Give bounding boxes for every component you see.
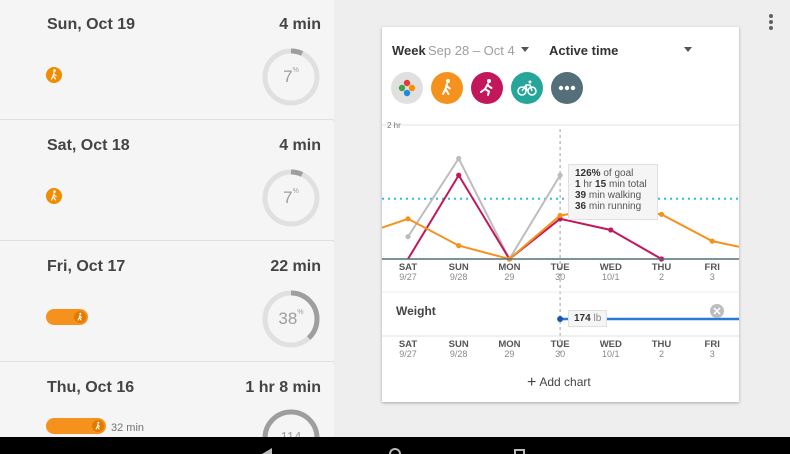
data-point: [557, 172, 563, 178]
x-tick-label: FRI: [705, 262, 720, 273]
x-tick-label: 3: [710, 272, 715, 282]
colored-dots-icon: [398, 79, 416, 97]
data-point: [456, 155, 462, 162]
goal-percent: 38%: [278, 309, 304, 328]
data-point: [557, 212, 563, 219]
goal-ring: [262, 290, 320, 348]
day-date: Fri, Oct 17: [47, 258, 126, 275]
weight-label: Weight: [396, 304, 436, 318]
running-icon: [480, 79, 493, 96]
x-tick-label: 30: [555, 272, 565, 282]
goal-percent: 7%: [283, 67, 299, 86]
x-tick-label: 9/27: [399, 349, 417, 359]
walking-bar: [46, 309, 88, 325]
x-tick-label: SAT: [399, 339, 417, 350]
data-point: [456, 243, 462, 249]
navigation-bar: [0, 437, 790, 454]
walking-icon: [46, 188, 62, 204]
metric-selector[interactable]: Active time: [549, 43, 619, 58]
data-point: [405, 234, 411, 240]
home-icon[interactable]: [389, 448, 401, 454]
day-total: 4 min: [279, 137, 321, 154]
filter-more[interactable]: [551, 72, 583, 104]
data-point: [456, 172, 462, 178]
x-tick-label: 29: [504, 349, 514, 359]
x-tick-label: 9/27: [399, 272, 417, 282]
plus-icon: +: [527, 374, 537, 391]
x-tick-label: 2: [659, 272, 664, 282]
goal-ring: [262, 409, 320, 437]
day-total: 4 min: [279, 16, 321, 33]
walking-bar: [46, 418, 106, 434]
back-icon[interactable]: [262, 448, 272, 454]
y-axis-label: 2 hr: [387, 121, 401, 130]
x-tick-label: SUN: [449, 339, 469, 350]
close-icon-cross: [713, 307, 721, 315]
day-date: Sun, Oct 19: [47, 16, 136, 33]
overflow-menu-icon[interactable]: [766, 14, 776, 32]
day-date: Thu, Oct 16: [47, 379, 135, 396]
chevron-down-icon[interactable]: [521, 47, 529, 52]
filter-running[interactable]: [471, 72, 503, 104]
x-tick-label: FRI: [705, 339, 720, 350]
x-tick-label: 10/1: [602, 272, 620, 282]
weight-point: [557, 316, 564, 322]
x-tick-label: MON: [498, 339, 520, 350]
x-tick-label: THU: [652, 262, 672, 273]
data-point: [709, 238, 715, 244]
walking-icon: [442, 79, 451, 95]
filter-biking[interactable]: [511, 72, 543, 104]
day-card[interactable]: Fri, Oct 17 22 min 38%: [0, 242, 334, 362]
day-list: Sun, Oct 19 4 min 7% Sat, Oct 18 4 min 7…: [0, 0, 334, 437]
x-tick-label: 3: [710, 349, 715, 359]
x-tick-label: 9/28: [450, 349, 468, 359]
day-date: Sat, Oct 18: [47, 137, 130, 154]
activity-chart: 2 hrSAT9/27SUN9/28MON29TUE30WED10/1THU2F…: [382, 121, 739, 359]
data-point: [405, 216, 411, 222]
period-selector[interactable]: Week: [392, 43, 426, 58]
walking-icon: [46, 67, 62, 83]
bike-icon: [517, 80, 537, 96]
day-card[interactable]: Thu, Oct 16 1 hr 8 min 32 min 114: [0, 363, 334, 437]
add-chart-button[interactable]: + Add chart: [527, 374, 591, 391]
x-tick-label: 29: [504, 272, 514, 282]
x-tick-label: 10/1: [602, 349, 620, 359]
x-tick-label: SAT: [399, 262, 417, 273]
date-range[interactable]: Sep 28 – Oct 4: [428, 43, 515, 58]
recent-apps-icon[interactable]: [514, 449, 525, 454]
weight-value: 174 lb: [568, 310, 608, 327]
day-card[interactable]: Sat, Oct 18 4 min 7%: [0, 121, 334, 241]
chevron-down-icon[interactable]: [684, 47, 692, 52]
x-tick-label: THU: [652, 339, 672, 350]
day-summary-tooltip: 126% of goal 1 hr 15 min total 39 min wa…: [568, 164, 658, 220]
x-tick-label: MON: [498, 262, 520, 273]
data-point: [658, 211, 665, 217]
running-series-line: [407, 173, 662, 261]
x-tick-label: 9/28: [450, 272, 468, 282]
chart-card: Week Sep 28 – Oct 4 Active time 2 hr SAT 9…: [382, 27, 739, 402]
goal-ring: [262, 48, 320, 106]
total-series-line: [407, 156, 561, 262]
x-tick-label: WED: [600, 339, 622, 350]
filter-all-activities[interactable]: [391, 72, 423, 104]
x-tick-label: TUE: [551, 339, 570, 350]
goal-percent: 114: [280, 429, 302, 437]
walking-icon: [74, 311, 86, 323]
x-tick-label: WED: [600, 262, 622, 273]
x-tick-label: 30: [555, 349, 565, 359]
goal-ring: [262, 169, 320, 227]
x-tick-label: 2: [659, 349, 664, 359]
day-card[interactable]: Sun, Oct 19 4 min 7%: [0, 0, 334, 120]
walking-icon: [92, 420, 104, 432]
more-dots-icon: [558, 85, 576, 91]
day-total: 1 hr 8 min: [245, 379, 321, 396]
walking-minutes: 32 min: [111, 422, 145, 434]
goal-percent: 7%: [283, 188, 299, 207]
x-tick-label: TUE: [551, 262, 570, 273]
day-total: 22 min: [270, 258, 321, 275]
x-tick-label: SUN: [449, 262, 469, 273]
filter-walking[interactable]: [431, 72, 463, 104]
data-point: [608, 227, 614, 233]
